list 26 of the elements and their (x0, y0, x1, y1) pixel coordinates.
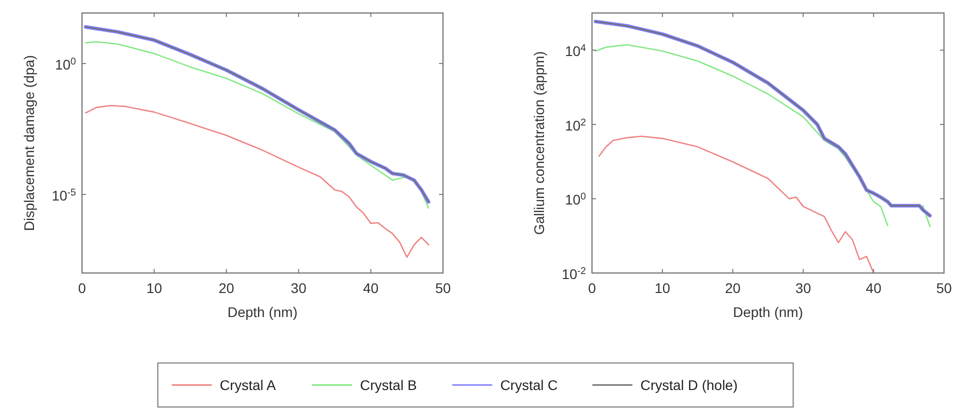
x-tick-label: 10 (146, 280, 162, 296)
y-tick-label: 10$^{-2}$ (562, 266, 586, 282)
x-tick-label: 40 (363, 280, 379, 296)
x-tick-label: 20 (725, 280, 741, 296)
y-tick-label: 10$^{0}$ (564, 191, 587, 208)
x-tick-label: 30 (795, 280, 812, 296)
x-tick-label: 40 (866, 280, 882, 296)
x-tick-label: 10 (654, 280, 670, 296)
y-tick-label: 10$^{0}$ (54, 56, 77, 73)
legend-label: Crystal A (220, 377, 276, 393)
y-tick-label: 10$^{4}$ (564, 42, 587, 60)
legend-label: Crystal C (500, 377, 558, 393)
y-axis-title: Gallium concentration (appm) (531, 51, 547, 235)
legend-label: Crystal B (360, 377, 417, 393)
y-tick-label: 10$^{2}$ (564, 116, 586, 134)
x-tick-label: 30 (290, 280, 307, 296)
x-tick-label: 0 (588, 280, 596, 296)
legend-label: Crystal D (hole) (640, 377, 738, 393)
y-axis-title: Displacement damage (dpa) (21, 55, 37, 231)
x-tick-label: 20 (218, 280, 234, 296)
x-tick-label: 50 (936, 280, 952, 296)
x-tick-label: 50 (435, 280, 451, 296)
x-tick-label: 0 (78, 280, 86, 296)
x-axis-title: Depth (nm) (732, 304, 804, 320)
y-tick-label: 10$^{-5}$ (52, 186, 77, 204)
x-axis-title: Depth (nm) (227, 304, 298, 320)
